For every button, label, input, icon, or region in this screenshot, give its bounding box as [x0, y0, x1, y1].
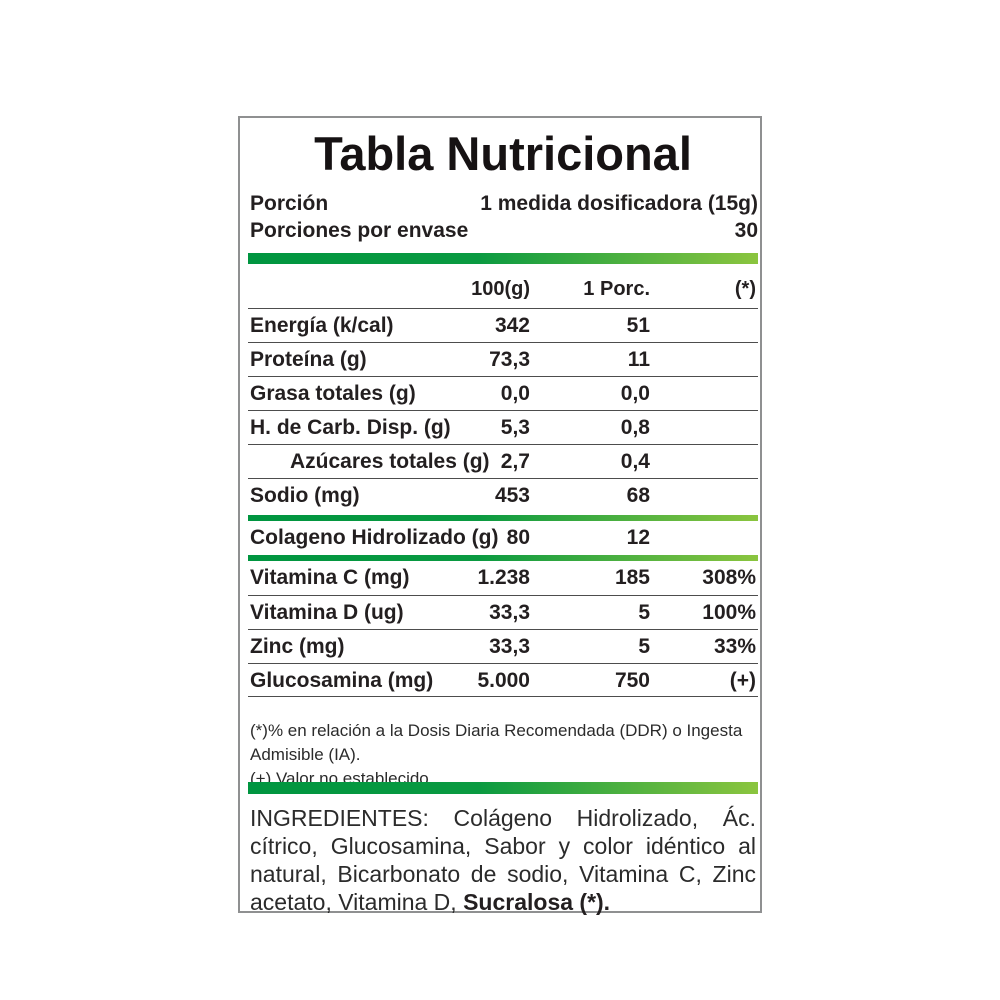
row-per100-value: 5,3 [500, 416, 530, 439]
row-daily-pct-value: (+) [729, 669, 756, 692]
row-per-serving-value: 0,0 [620, 382, 650, 405]
table-column-headers: 100(g) 1 Porc. (*) [248, 276, 758, 302]
green-divider-bar-top [248, 253, 758, 264]
row-label: Azúcares totales (g) [290, 450, 490, 473]
row-per-serving-value: 185 [614, 566, 650, 589]
row-per-serving-value: 0,4 [620, 450, 650, 473]
table-row-azucares: Azúcares totales (g) 2,7 0,4 [248, 444, 758, 478]
nutrition-panel: Tabla Nutricional Porción 1 medida dosif… [238, 116, 762, 916]
row-per100-value: 33,3 [489, 601, 530, 624]
row-label: Zinc (mg) [250, 635, 345, 658]
green-divider-bar-collagen-bottom [248, 555, 758, 561]
row-daily-pct-value: 308% [702, 566, 756, 589]
green-divider-bar-bottom [248, 782, 758, 794]
page-title: Tabla Nutricional [314, 127, 692, 180]
serving-size-row: Porción 1 medida dosificadora (15g) [250, 190, 758, 217]
serving-size-value: 1 medida dosificadora (15g) [480, 192, 758, 215]
serving-info: Porción 1 medida dosificadora (15g) Porc… [250, 190, 758, 244]
row-per100-value: 342 [494, 314, 530, 337]
row-per-serving-value: 5 [638, 601, 650, 624]
header-daily-pct: (*) [734, 278, 756, 300]
row-per100-value: 1.238 [477, 566, 530, 589]
table-row-proteina: Proteína (g) 73,3 11 [248, 342, 758, 376]
row-per-serving-value: 68 [626, 484, 650, 507]
servings-per-container-value: 30 [734, 219, 758, 242]
row-per-serving-value: 0,8 [620, 416, 650, 439]
row-label: Glucosamina (mg) [250, 669, 434, 692]
row-per100-value: 80 [506, 526, 530, 549]
row-label: H. de Carb. Disp. (g) [250, 416, 451, 439]
row-label: Colageno Hidrolizado (g) [250, 526, 499, 549]
row-label: Proteína (g) [250, 348, 367, 371]
table-row-sodio: Sodio (mg) 453 68 [248, 478, 758, 512]
table-row-carbohidratos: H. de Carb. Disp. (g) 5,3 0,8 [248, 410, 758, 444]
row-label: Sodio (mg) [250, 484, 360, 507]
row-per-serving-value: 750 [614, 669, 650, 692]
row-per100-value: 2,7 [500, 450, 530, 473]
table-row-vitamina-d: Vitamina D (ug) 33,3 5 100% [248, 595, 758, 629]
ingredients-text: INGREDIENTES: Colágeno Hidrolizado, Ác. … [250, 805, 756, 915]
vitamin-mineral-rows: Vitamina C (mg) 1.238 185 308% Vitamina … [248, 561, 758, 697]
row-label: Energía (k/cal) [250, 314, 394, 337]
ingredients-bold-sucralosa: Sucralosa (*). [463, 889, 611, 915]
row-daily-pct-value: 33% [713, 635, 756, 658]
row-per100-value: 33,3 [489, 635, 530, 658]
row-per-serving-value: 11 [627, 348, 650, 371]
table-row-zinc: Zinc (mg) 33,3 5 33% [248, 629, 758, 663]
table-row-colageno: Colageno Hidrolizado (g) 80 12 [248, 521, 758, 555]
table-row-vitamina-c: Vitamina C (mg) 1.238 185 308% [248, 561, 758, 595]
servings-per-container-label: Porciones por envase [250, 219, 469, 242]
row-per100-value: 0,0 [500, 382, 530, 405]
green-divider-bar-collagen-top [248, 515, 758, 521]
row-per-serving-value: 12 [626, 526, 650, 549]
footnote-ddr: (*)% en relación a la Dosis Diaria Recom… [250, 721, 743, 764]
header-per-serving: 1 Porc. [583, 278, 650, 300]
serving-size-label: Porción [250, 192, 329, 215]
row-per100-value: 73,3 [489, 348, 530, 371]
ingredients-paragraph: INGREDIENTES: Colágeno Hidrolizado, Ác. … [250, 804, 756, 916]
footnotes: (*)% en relación a la Dosis Diaria Recom… [250, 719, 756, 791]
servings-per-container-row: Porciones por envase 30 [250, 217, 758, 244]
row-per100-value: 5.000 [477, 669, 530, 692]
row-label: Grasa totales (g) [250, 382, 416, 405]
row-per-serving-value: 5 [638, 635, 650, 658]
row-label: Vitamina C (mg) [250, 566, 410, 589]
table-row-energia: Energía (k/cal) 342 51 [248, 308, 758, 342]
row-per100-value: 453 [494, 484, 530, 507]
table-row-glucosamina: Glucosamina (mg) 5.000 750 (+) [248, 663, 758, 697]
row-daily-pct-value: 100% [702, 601, 756, 624]
row-per-serving-value: 51 [626, 314, 650, 337]
row-label: Vitamina D (ug) [250, 601, 404, 624]
header-per-100g: 100(g) [471, 278, 530, 300]
main-nutrient-rows: Energía (k/cal) 342 51 Proteína (g) 73,3… [248, 308, 758, 512]
table-row-grasa: Grasa totales (g) 0,0 0,0 [248, 376, 758, 410]
